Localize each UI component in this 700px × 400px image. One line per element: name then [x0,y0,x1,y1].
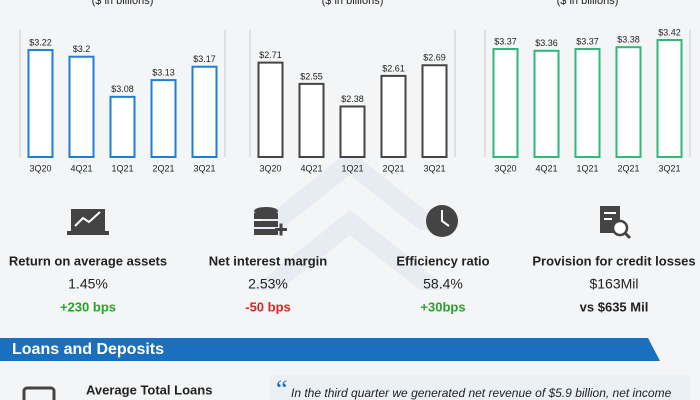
x-tick-label: 2Q21 [152,163,174,173]
bar [380,74,407,158]
quote-mark: “ [276,375,288,400]
bar [257,61,284,158]
metric-label: Provision for credit losses [532,253,695,268]
x-tick-label: 1Q21 [341,163,363,173]
watermark [250,150,450,290]
bar [339,105,366,158]
value-label: $3.22 [29,37,52,47]
bar [615,46,642,159]
bar [574,48,601,158]
x-tick-label: 2Q21 [382,163,404,173]
metric-value: 58.4% [423,276,463,292]
section-title: Loans and Deposits [12,341,164,358]
icon-clock [426,205,458,237]
x-tick-label: 3Q21 [423,163,445,173]
metric-change: vs $635 Mil [580,299,649,314]
value-label: $3.2 [73,44,91,54]
metric-value: 2.53% [248,276,288,292]
x-tick-label: 4Q21 [300,163,322,173]
bar [191,65,218,158]
value-label: $2.38 [341,94,364,104]
x-tick-label: 3Q21 [658,163,680,173]
icon-document [600,206,632,240]
icon-loans [22,386,56,400]
quote-box [270,375,690,400]
x-tick-label: 2Q21 [617,163,639,173]
x-tick-label: 3Q20 [29,163,51,173]
bar [492,48,519,158]
bar [27,49,54,158]
x-tick-label: 4Q21 [70,163,92,173]
icon-chart [67,209,109,235]
metric-label: Net interest margin [209,253,328,268]
chart-subtitle: ($ in billions) [92,0,154,7]
section-banner [0,338,660,361]
value-label: $2.61 [382,63,405,73]
chart-subtitle: ($ in billions) [322,0,384,7]
value-label: $3.17 [193,54,216,64]
item-title: Average Total Loans [86,382,212,397]
value-label: $2.71 [259,50,282,60]
value-label: $3.36 [535,38,558,48]
metric-change: +30bps [420,299,465,314]
x-tick-label: 1Q21 [111,163,133,173]
chart-subtitle: ($ in billions) [557,0,619,7]
value-label: $3.38 [617,35,640,45]
value-label: $2.69 [423,53,446,63]
bar [656,39,683,158]
value-label: $3.37 [576,36,599,46]
value-label: $2.55 [300,71,323,81]
value-label: $3.42 [658,27,681,37]
bar [109,95,136,159]
value-label: $3.13 [152,67,175,77]
metric-label: Efficiency ratio [396,253,489,268]
metric-value: 1.45% [68,276,108,292]
icon-database [254,207,287,236]
bar [68,55,95,158]
quote-text: In the third quarter we generated net re… [291,386,672,400]
bar [421,64,448,158]
bar [533,49,560,158]
metric-change: -50 bps [245,299,291,314]
value-label: $3.08 [111,84,134,94]
value-label: $3.37 [494,36,517,46]
bar [150,79,177,158]
x-tick-label: 4Q21 [535,163,557,173]
x-tick-label: 3Q20 [259,163,281,173]
metric-label: Return on average assets [9,253,167,268]
x-tick-label: 3Q21 [193,163,215,173]
metric-change: +230 bps [60,299,116,314]
metric-value: $163Mil [589,276,638,292]
bar [298,82,325,158]
x-tick-label: 3Q20 [494,163,516,173]
x-tick-label: 1Q21 [576,163,598,173]
